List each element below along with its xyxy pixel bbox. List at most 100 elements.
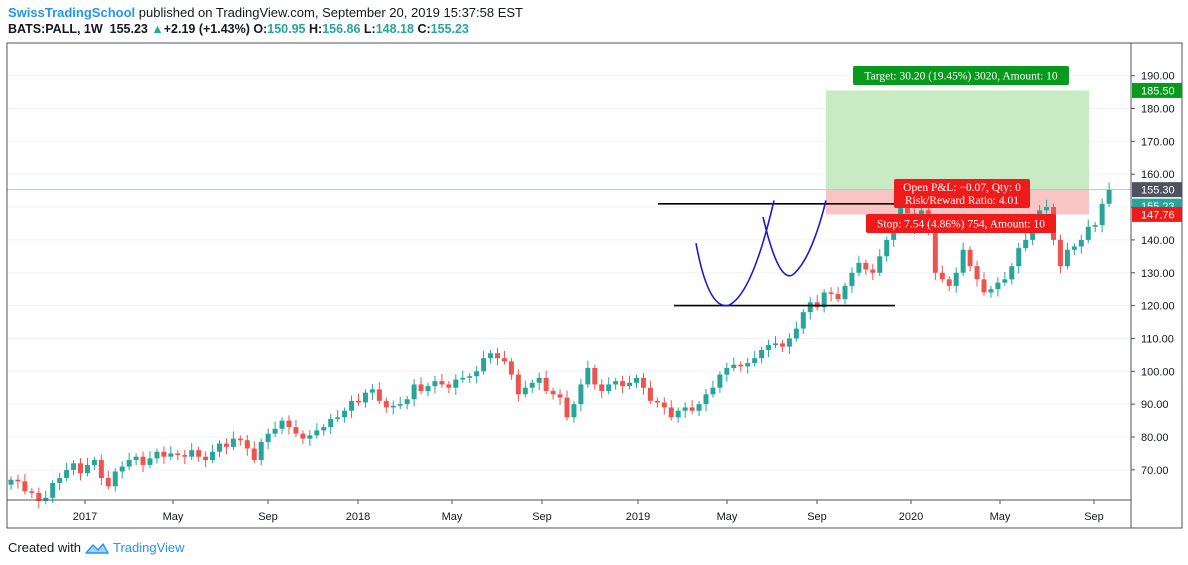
candle-body xyxy=(842,285,848,300)
candle-body xyxy=(467,376,473,378)
candle-body xyxy=(738,364,744,367)
candle-body xyxy=(946,279,952,286)
price-tick-label: 160.00 xyxy=(1141,169,1175,181)
candle-body xyxy=(175,453,181,456)
candle-body xyxy=(168,453,174,457)
author-name[interactable]: SwissTradingSchool xyxy=(8,5,136,20)
tradingview-link[interactable]: TradingView xyxy=(112,540,185,555)
candle-body xyxy=(661,402,667,408)
candle-body xyxy=(967,249,973,267)
candle-body xyxy=(418,384,424,392)
candle-body xyxy=(766,345,772,350)
candle-body xyxy=(529,382,535,388)
cup-arc-right[interactable] xyxy=(762,200,827,277)
candle-body xyxy=(328,418,334,428)
candle-body xyxy=(606,384,612,392)
candle-body xyxy=(314,430,320,436)
price-tag-stop: 147.76 xyxy=(1132,206,1182,222)
price-tick-label: 70.00 xyxy=(1141,465,1169,477)
price-tag-target: 185.50 xyxy=(1132,82,1182,98)
high-value: 156.86 xyxy=(322,22,361,36)
low-label: L: xyxy=(363,22,376,36)
candle-body xyxy=(22,481,28,492)
svg-text:147.76: 147.76 xyxy=(1141,209,1175,221)
candle-body xyxy=(745,363,751,367)
candle-body xyxy=(620,381,626,387)
candle-body xyxy=(759,349,765,359)
candle-body xyxy=(453,379,459,388)
candle-body xyxy=(258,441,264,460)
candle-body xyxy=(446,384,452,388)
candle-body xyxy=(536,377,542,383)
candle-body xyxy=(147,458,153,465)
candle-body xyxy=(647,387,653,401)
candle-body xyxy=(71,463,77,470)
price-change: +2.19 (+1.43%) xyxy=(163,22,250,36)
open-label: O: xyxy=(253,22,268,36)
target-label[interactable]: Target: 30.20 (19.45%) 3020, Amount: 10 xyxy=(853,66,1069,85)
candle-body xyxy=(1078,239,1084,247)
price-axis[interactable]: 70.00 80.00 90.00 100.00 110.00 120.00 130.00 1… xyxy=(1131,71,1175,477)
candle-body xyxy=(627,382,633,387)
candle-body xyxy=(397,404,403,406)
svg-text:185.50: 185.50 xyxy=(1141,85,1175,97)
candle-body xyxy=(1009,266,1015,280)
candle-body xyxy=(981,279,987,293)
candle-body xyxy=(481,358,487,372)
candle-body xyxy=(932,230,938,273)
candle-body xyxy=(161,451,167,457)
cup-arc-left[interactable] xyxy=(695,200,775,307)
candle-body xyxy=(564,397,570,418)
stop-label[interactable]: Stop: 7.54 (4.86%) 754, Amount: 10 xyxy=(866,214,1056,233)
candle-body xyxy=(362,392,368,403)
candle-body xyxy=(689,407,695,411)
candle-body xyxy=(974,266,980,280)
target-zone[interactable] xyxy=(826,90,1089,190)
candle-body xyxy=(237,438,243,441)
candle-body xyxy=(43,497,49,502)
candle-body xyxy=(585,368,591,385)
candle-body xyxy=(988,289,994,293)
candle-body xyxy=(1002,279,1008,283)
price-tick-label: 130.00 xyxy=(1141,268,1175,280)
pnl-label[interactable]: Open P&L: −0.07, Qty: 0 Risk/Reward Rati… xyxy=(894,179,1030,208)
candle-body xyxy=(29,491,35,493)
candle-body xyxy=(599,384,605,392)
time-tick-label: 2017 xyxy=(73,511,97,523)
time-axis[interactable]: 2017 May Sep 2018 May Sep 2019 May Sep 2020 May Sep xyxy=(73,500,1104,523)
candle-body xyxy=(390,405,396,408)
candle-body xyxy=(1016,248,1022,267)
candle-body xyxy=(571,404,577,418)
open-value: 150.95 xyxy=(267,22,306,36)
candle-body xyxy=(425,386,431,392)
open-pnl-text: Open P&L: −0.07, Qty: 0 xyxy=(903,182,1021,194)
candle-body xyxy=(800,312,806,329)
candle-body xyxy=(244,440,250,449)
tradingview-logo-icon xyxy=(85,542,109,554)
svg-text:155.30: 155.30 xyxy=(1141,185,1175,197)
candle-body xyxy=(64,469,70,479)
candle-body xyxy=(1044,207,1050,211)
candle-body xyxy=(15,479,21,482)
publish-header: SwissTradingSchool published on TradingV… xyxy=(8,5,523,20)
candle-body xyxy=(640,377,646,388)
candle-body xyxy=(939,272,945,280)
symbol-name: BATS:PALL, 1W xyxy=(8,22,103,36)
candle-body xyxy=(884,239,890,257)
candle-body xyxy=(349,400,355,411)
candle-body xyxy=(1023,239,1029,249)
candle-body xyxy=(1106,189,1112,204)
candle-body xyxy=(189,450,195,457)
candle-body xyxy=(578,384,584,405)
candle-body xyxy=(432,381,438,387)
time-tick-label: Sep xyxy=(258,511,278,523)
candle-body xyxy=(835,294,841,300)
created-with-text: Created with xyxy=(8,540,81,555)
candle-body xyxy=(995,282,1001,290)
candle-body xyxy=(300,433,306,439)
candle-body xyxy=(342,410,348,418)
candle-body xyxy=(592,368,598,385)
candle-body xyxy=(488,353,494,359)
candle-body xyxy=(119,466,125,472)
